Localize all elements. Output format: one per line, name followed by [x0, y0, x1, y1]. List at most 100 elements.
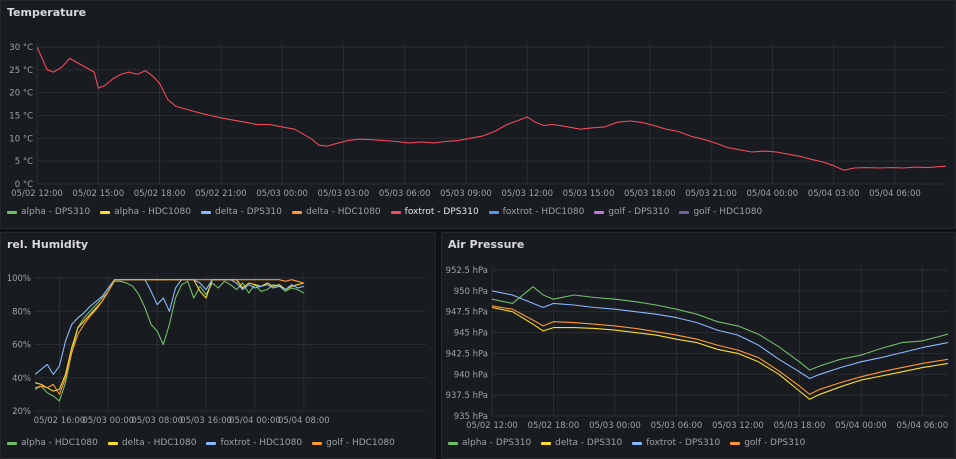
legend-label: foxtrot - DPS310: [404, 207, 479, 217]
humidity-panel: rel. Humidity 20% 40% 60% 80% 100% 05/02 16:0…: [0, 232, 436, 459]
legend-label: golf - HDC1080: [326, 438, 395, 448]
temperature-panel: Temperature 0 °C 5 °C 10 °C 15 °C 20 °C 25 °C…: [0, 0, 956, 229]
y-tick-label: 40%: [12, 374, 31, 384]
y-tick-label: 10 °C: [9, 134, 33, 144]
legend-swatch-icon: [200, 210, 211, 214]
legend-label: golf - HDC1080: [693, 207, 763, 217]
x-tick-label: 05/04 08:00: [278, 416, 330, 426]
legend-swatch-icon: [100, 210, 111, 214]
legend-swatch-icon: [206, 441, 217, 445]
legend-item[interactable]: foxtrot - DPS310: [632, 438, 720, 448]
legend-swatch-icon: [7, 441, 17, 445]
legend-label: alpha - DPS310: [21, 207, 91, 217]
x-tick-label: 05/03 18:00: [774, 421, 826, 431]
legend-swatch-icon: [390, 210, 401, 214]
humidity-panel-title[interactable]: rel. Humidity: [7, 238, 89, 251]
grid: [35, 274, 426, 412]
humidity-legend: alpha - HDC1080 delta - HDC1080 foxtrot - …: [7, 438, 395, 448]
y-tick-label: 935 hPa: [454, 412, 488, 422]
legend-item[interactable]: foxtrot - HDC1080: [206, 438, 302, 448]
y-tick-label: 20%: [12, 407, 31, 417]
legend-label: alpha - HDC1080: [21, 438, 98, 448]
x-tick-label: 05/02 12:00: [466, 421, 518, 431]
y-tick-label: 60%: [12, 341, 31, 351]
legend-item[interactable]: foxtrot - DPS310: [390, 207, 479, 217]
x-tick-label: 05/03 12:00: [712, 421, 764, 431]
x-tick-label: 05/02 12:00: [11, 189, 63, 199]
y-tick-label: 950 hPa: [454, 287, 488, 297]
legend-item[interactable]: delta - DPS310: [541, 438, 622, 448]
y-tick-label: 937.5 hPa: [446, 391, 488, 401]
x-tick-label: 05/03 00:00: [589, 421, 641, 431]
x-tick-label: 05/03 00:00: [256, 189, 308, 199]
series-line-foxtrot-dps310[interactable]: [37, 46, 946, 171]
pressure-panel: Air Pressure 935 hPa 937.5 hPa 940 hPa 942.…: [441, 232, 956, 459]
x-tick-label: 05/02 15:00: [72, 189, 124, 199]
legend-swatch-icon: [632, 441, 643, 445]
series-line-foxtrot-hdc1080[interactable]: [35, 279, 304, 375]
legend-item[interactable]: alpha - HDC1080: [100, 207, 191, 217]
legend-swatch-icon: [679, 210, 690, 214]
legend-label: foxtrot - DPS310: [646, 438, 721, 448]
legend-item[interactable]: foxtrot - HDC1080: [488, 207, 585, 217]
series-line-foxtrot-dps310[interactable]: [492, 290, 948, 380]
y-tick-label: 945 hPa: [454, 329, 488, 339]
legend-label: alpha - DPS310: [462, 438, 532, 448]
y-tick-label: 20 °C: [9, 89, 33, 99]
legend-swatch-icon: [448, 441, 458, 445]
legend-item[interactable]: golf - HDC1080: [312, 438, 395, 448]
legend-label: delta - HDC1080: [306, 207, 381, 217]
legend-item[interactable]: delta - HDC1080: [107, 438, 197, 448]
y-tick-label: 100%: [7, 274, 31, 284]
x-tick-label: 05/03 00:00: [82, 416, 134, 426]
series-line-golf-hdc1080[interactable]: [35, 279, 304, 395]
legend-item[interactable]: alpha - DPS310: [448, 438, 531, 448]
series-line-alpha-hdc1080[interactable]: [35, 280, 305, 402]
legend-swatch-icon: [730, 441, 741, 445]
x-tick-label: 05/03 12:00: [501, 189, 553, 199]
x-tick-label: 05/03 16:00: [180, 416, 232, 426]
x-tick-label: 05/02 18:00: [528, 421, 580, 431]
legend-label: delta - DPS310: [555, 438, 623, 448]
x-tick-label: 05/04 00:00: [229, 416, 281, 426]
series-line-delta-hdc1080[interactable]: [35, 279, 304, 392]
legend-swatch-icon: [107, 441, 118, 445]
series-line-delta-dps310[interactable]: [492, 306, 948, 400]
pressure-legend: alpha - DPS310 delta - DPS310 foxtrot - DP…: [448, 438, 805, 448]
legend-item[interactable]: golf - HDC1080: [679, 207, 762, 217]
legend-item[interactable]: delta - DPS310: [200, 207, 282, 217]
y-tick-label: 25 °C: [9, 66, 33, 76]
legend-item[interactable]: golf - DPS310: [730, 438, 805, 448]
x-tick-label: 05/02 21:00: [195, 189, 247, 199]
x-tick-label: 05/03 08:00: [131, 416, 183, 426]
legend-item[interactable]: alpha - HDC1080: [7, 438, 98, 448]
legend-item[interactable]: delta - HDC1080: [292, 207, 381, 217]
x-tick-label: 05/04 00:00: [747, 189, 799, 199]
y-tick-label: 5 °C: [15, 157, 33, 167]
pressure-panel-title[interactable]: Air Pressure: [448, 238, 525, 251]
legend-swatch-icon: [594, 210, 605, 214]
legend-item[interactable]: golf - DPS310: [594, 207, 669, 217]
x-tick-label: 05/03 15:00: [563, 189, 615, 199]
x-tick-label: 05/04 06:00: [869, 189, 921, 199]
grid: [491, 266, 948, 417]
temperature-panel-title[interactable]: Temperature: [7, 6, 87, 19]
y-tick-label: 947.5 hPa: [446, 308, 488, 318]
series-line-golf-dps310[interactable]: [492, 305, 948, 395]
y-tick-label: 30 °C: [9, 43, 33, 53]
series-line-alpha-dps310[interactable]: [492, 286, 948, 371]
pressure-chart[interactable]: 935 hPa 937.5 hPa 940 hPa 942.5 hPa 945 hPa 9…: [442, 233, 956, 436]
legend-label: delta - HDC1080: [121, 438, 197, 448]
legend-item[interactable]: alpha - DPS310: [7, 207, 90, 217]
x-tick-label: 05/03 21:00: [685, 189, 737, 199]
legend-label: golf - DPS310: [744, 438, 806, 448]
legend-swatch-icon: [292, 210, 302, 214]
temperature-chart[interactable]: 0 °C 5 °C 10 °C 15 °C 20 °C 25 °C 30 °C 05/02 1…: [1, 1, 956, 206]
x-tick-label: 05/03 18:00: [624, 189, 676, 199]
legend-label: delta - DPS310: [214, 207, 282, 217]
legend-label: foxtrot - HDC1080: [502, 207, 585, 217]
y-tick-label: 940 hPa: [454, 370, 488, 380]
y-tick-label: 15 °C: [9, 112, 33, 122]
x-tick-label: 05/03 06:00: [651, 421, 703, 431]
